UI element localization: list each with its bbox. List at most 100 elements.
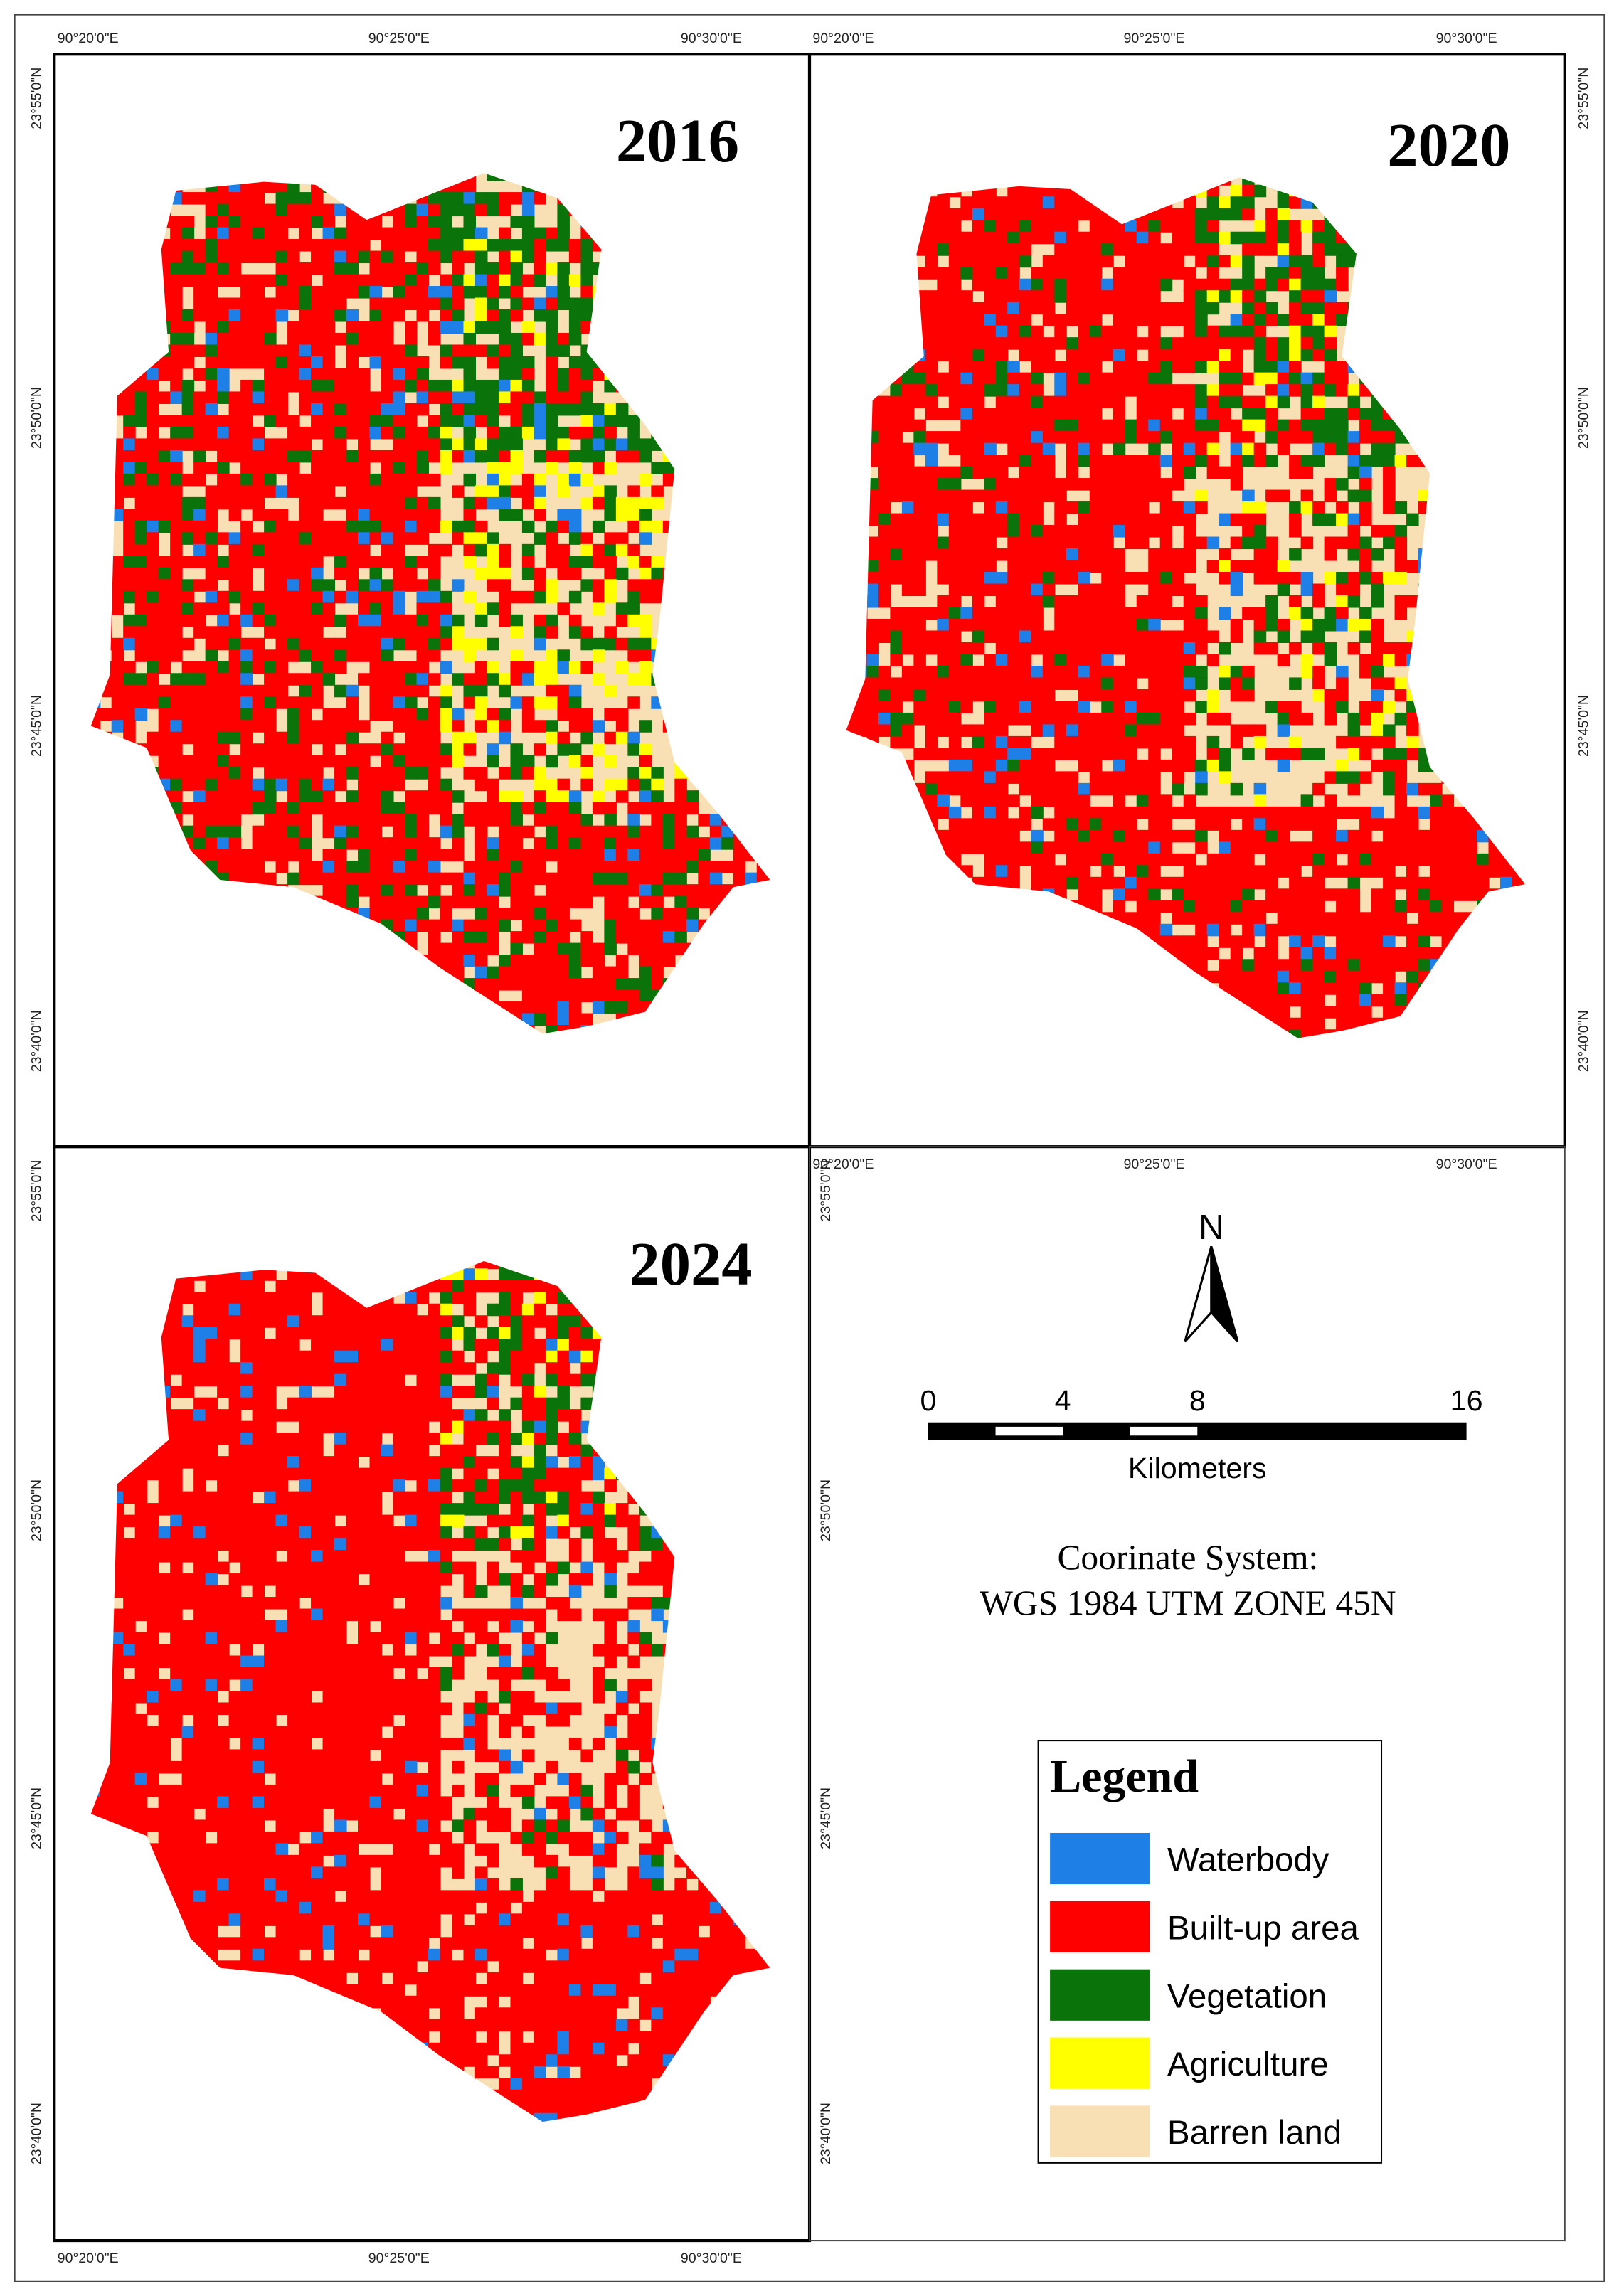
land-cover-cell xyxy=(334,720,347,733)
land-cover-cell xyxy=(545,262,558,275)
land-cover-cell xyxy=(182,1037,195,1050)
land-cover-cell xyxy=(134,614,148,627)
land-cover-cell xyxy=(474,955,488,967)
land-cover-cell xyxy=(615,637,629,651)
land-cover-cell xyxy=(1195,208,1208,221)
outer-border xyxy=(14,14,1605,2282)
land-cover-cell xyxy=(745,966,758,979)
land-cover-cell xyxy=(1324,372,1337,386)
land-cover-cell xyxy=(854,466,868,479)
land-cover-cell xyxy=(568,966,582,979)
land-cover-cell xyxy=(545,614,558,627)
land-cover-cell xyxy=(1042,431,1056,444)
land-cover-cell xyxy=(275,368,289,381)
land-cover-cell xyxy=(1066,302,1079,315)
land-cover-cell xyxy=(972,431,985,444)
land-cover-cell xyxy=(521,332,535,346)
land-cover-cell xyxy=(1312,243,1325,256)
land-cover-cell xyxy=(1125,243,1137,256)
land-cover-cell xyxy=(745,173,758,181)
land-cover-cell xyxy=(147,790,159,803)
land-cover-cell xyxy=(474,872,488,886)
land-cover-cell xyxy=(580,368,593,381)
land-cover-cell xyxy=(264,708,277,721)
land-cover-cell xyxy=(651,1037,664,1050)
land-cover-cell xyxy=(1206,419,1220,432)
land-cover-cell xyxy=(1078,384,1090,397)
land-cover-cell xyxy=(158,849,171,862)
land-cover-cell xyxy=(1007,184,1020,198)
land-cover-cell xyxy=(1312,231,1325,245)
land-cover-cell xyxy=(170,391,183,404)
land-cover-cell xyxy=(90,720,101,733)
land-cover-cell xyxy=(405,931,418,944)
land-cover-cell xyxy=(369,473,383,487)
land-cover-cell xyxy=(846,349,856,362)
land-cover-cell xyxy=(698,356,711,369)
land-cover-cell xyxy=(1242,525,1255,538)
land-cover-cell xyxy=(1148,478,1161,491)
land-cover-cell xyxy=(674,332,687,346)
land-cover-cell xyxy=(534,192,546,205)
land-cover-cell xyxy=(487,1001,499,1014)
land-cover-cell xyxy=(1195,231,1208,245)
land-cover-cell xyxy=(1324,431,1337,444)
land-cover-cell xyxy=(534,931,546,944)
land-cover-cell xyxy=(416,473,430,487)
land-cover-cell xyxy=(217,250,230,264)
land-cover-cell xyxy=(358,626,371,639)
land-cover-cell xyxy=(913,442,926,456)
land-cover-cell xyxy=(405,216,418,228)
land-cover-cell xyxy=(745,955,758,967)
land-cover-cell xyxy=(123,485,136,498)
land-cover-cell xyxy=(545,778,558,792)
land-cover-cell xyxy=(639,496,652,510)
land-cover-cell xyxy=(756,543,770,557)
land-cover-cell xyxy=(1324,536,1337,550)
land-cover-cell xyxy=(756,884,770,897)
land-cover-cell xyxy=(393,509,406,521)
land-cover-cell xyxy=(158,496,171,510)
land-cover-cell xyxy=(252,239,265,252)
land-cover-cell xyxy=(1148,314,1161,326)
land-cover-cell xyxy=(498,473,511,487)
land-cover-cell xyxy=(1019,442,1032,456)
land-cover-cell xyxy=(1031,466,1044,479)
land-cover-cell xyxy=(228,485,242,498)
land-cover-cell xyxy=(463,450,476,463)
land-cover-cell xyxy=(1113,395,1126,409)
land-cover-cell xyxy=(721,297,734,311)
land-cover-cell xyxy=(428,731,441,745)
land-cover-cell xyxy=(995,267,1009,280)
land-cover-cell xyxy=(334,274,347,287)
land-cover-cell xyxy=(299,590,312,604)
land-cover-cell xyxy=(627,602,640,615)
land-cover-cell xyxy=(604,731,617,745)
land-cover-cell xyxy=(1265,314,1278,326)
land-cover-cell xyxy=(147,321,159,334)
land-cover-cell xyxy=(111,173,124,181)
land-cover-cell xyxy=(709,942,723,956)
land-cover-cell xyxy=(498,1001,511,1014)
land-cover-cell xyxy=(1113,337,1126,350)
land-cover-cell xyxy=(1383,349,1396,362)
land-cover-cell xyxy=(995,208,1009,221)
land-cover-cell xyxy=(698,227,711,240)
land-cover-cell xyxy=(1159,177,1173,186)
land-cover-cell xyxy=(686,989,699,1003)
land-cover-cell xyxy=(1183,408,1196,420)
land-cover-cell xyxy=(416,227,430,240)
land-cover-cell xyxy=(181,942,195,956)
land-cover-cell xyxy=(193,556,206,568)
land-cover-cell xyxy=(878,408,891,420)
land-cover-cell xyxy=(111,637,124,651)
land-cover-cell xyxy=(698,978,711,991)
land-cover-cell xyxy=(1312,513,1325,526)
land-cover-cell xyxy=(925,196,938,209)
land-cover-cell xyxy=(557,180,570,193)
land-cover-cell xyxy=(1359,372,1372,386)
land-cover-cell xyxy=(580,356,593,369)
land-cover-cell xyxy=(240,1025,253,1034)
land-cover-cell xyxy=(158,239,171,252)
land-cover-cell xyxy=(1300,337,1314,350)
